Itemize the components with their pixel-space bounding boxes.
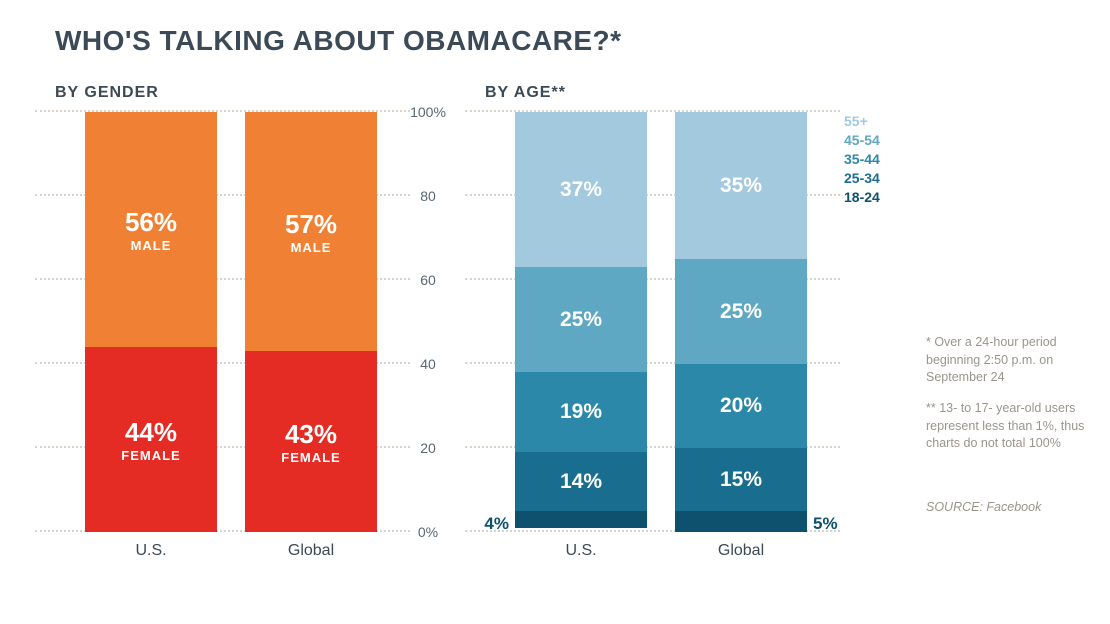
segment-sublabel: FEMALE <box>121 448 180 463</box>
segment-sublabel: FEMALE <box>281 450 340 465</box>
segment-percent: 19% <box>560 400 602 424</box>
source-label: SOURCE: Facebook <box>926 500 1041 514</box>
bar-segment: 35% <box>675 112 807 259</box>
segment-sublabel: MALE <box>131 238 172 253</box>
footnote-2: ** 13- to 17- year-old users represent l… <box>926 400 1096 453</box>
bar-column: 56%MALE44%FEMALEU.S. <box>85 112 217 532</box>
segment-outside-label: 4% <box>484 514 509 534</box>
segment-percent: 44% <box>125 417 177 448</box>
segment-percent: 37% <box>560 178 602 202</box>
segment-percent: 25% <box>560 308 602 332</box>
segment-percent: 15% <box>720 468 762 492</box>
age-header: BY AGE** <box>485 84 566 102</box>
page-title: WHO'S TALKING ABOUT OBAMACARE?* <box>55 25 622 57</box>
bar-column: 37%25%19%14%U.S.4% <box>515 112 647 532</box>
bar-segment: 14% <box>515 452 647 511</box>
axis-tick: 20 <box>398 440 458 456</box>
x-axis-label: Global <box>675 532 807 560</box>
bar-segment: 25% <box>675 259 807 364</box>
segment-percent: 20% <box>720 394 762 418</box>
bar-segment: 56%MALE <box>85 112 217 347</box>
bar-segment: 15% <box>675 448 807 511</box>
legend-item: 35-44 <box>844 150 880 169</box>
axis-tick: 60 <box>398 272 458 288</box>
bar-segment: 20% <box>675 364 807 448</box>
segment-percent: 57% <box>285 209 337 240</box>
y-axis: 0%20406080100% <box>398 112 458 532</box>
segment-percent: 56% <box>125 207 177 238</box>
legend-item: 45-54 <box>844 131 880 150</box>
legend-item: 18-24 <box>844 188 880 207</box>
bar-column: 35%25%20%15%Global5% <box>675 112 807 532</box>
segment-percent: 43% <box>285 419 337 450</box>
gender-chart: 56%MALE44%FEMALEU.S.57%MALE43%FEMALEGlob… <box>55 112 390 532</box>
segment-sublabel: MALE <box>291 240 332 255</box>
bar-segment: 25% <box>515 267 647 372</box>
bar-segment: 19% <box>515 372 647 452</box>
bar-segment: 44%FEMALE <box>85 347 217 532</box>
bar-segment: 57%MALE <box>245 112 377 351</box>
gender-header: BY GENDER <box>55 84 159 102</box>
bar-segment: 43%FEMALE <box>245 351 377 532</box>
segment-percent: 35% <box>720 174 762 198</box>
bar-segment <box>675 511 807 532</box>
age-legend: 55+45-5435-4425-3418-24 <box>844 112 880 206</box>
legend-item: 25-34 <box>844 169 880 188</box>
bar-column: 57%MALE43%FEMALEGlobal <box>245 112 377 532</box>
segment-percent: 14% <box>560 470 602 494</box>
x-axis-label: U.S. <box>85 532 217 560</box>
axis-tick: 100% <box>398 104 458 120</box>
x-axis-label: U.S. <box>515 532 647 560</box>
legend-item: 55+ <box>844 112 880 131</box>
axis-tick: 80 <box>398 188 458 204</box>
axis-tick: 40 <box>398 356 458 372</box>
x-axis-label: Global <box>245 532 377 560</box>
bar-segment: 37% <box>515 112 647 267</box>
segment-outside-label: 5% <box>813 514 838 534</box>
bar-segment <box>515 511 647 528</box>
age-chart: 37%25%19%14%U.S.4%35%25%20%15%Global5% <box>485 112 820 532</box>
footnote-1: * Over a 24-hour period beginning 2:50 p… <box>926 334 1096 387</box>
axis-tick: 0% <box>398 524 458 540</box>
segment-percent: 25% <box>720 300 762 324</box>
